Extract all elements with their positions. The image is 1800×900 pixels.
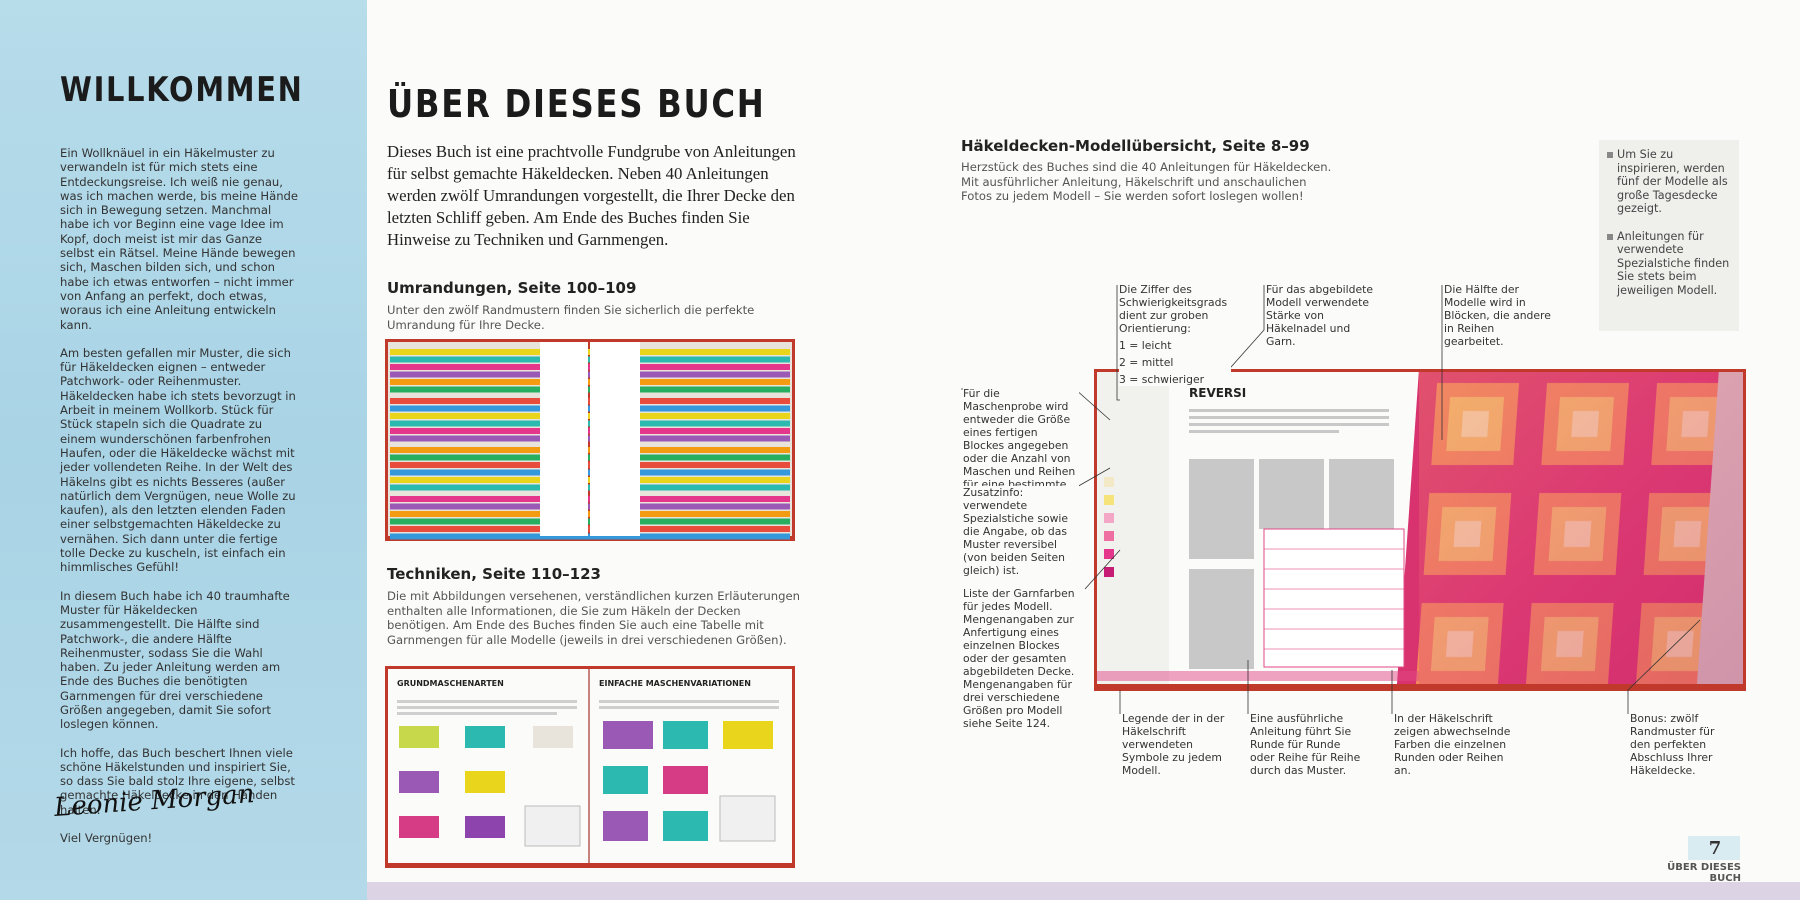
section-text: Unter den zwölf Randmustern finden Sie s… bbox=[387, 303, 755, 332]
welcome-panel bbox=[0, 0, 367, 900]
callout-text: Bonus: zwölf Randmuster für den perfekte… bbox=[1630, 712, 1715, 777]
sidebar-item: Um Sie zu inspirieren, werden fünf der M… bbox=[1607, 148, 1735, 216]
thumbnail-heading: GRUNDMASCHENARTEN bbox=[397, 679, 504, 688]
callout: Die Hälfte der Modelle wird in Blöcken, … bbox=[1444, 283, 1552, 348]
callout-text: Für das abgebildete Modell verwendete St… bbox=[1266, 283, 1374, 348]
techniques-book-image: GRUNDMASCHENARTEN EINFACHE MASCHENVARIAT… bbox=[385, 666, 795, 868]
welcome-paragraph: Viel Vergnügen! bbox=[60, 831, 153, 846]
welcome-title: WILLKOMMEN bbox=[60, 70, 304, 110]
sidebar-box bbox=[1599, 140, 1739, 331]
section-title: ÜBER DIESES BUCH bbox=[387, 82, 766, 126]
bullet bbox=[1607, 152, 1613, 158]
sidebar-text: Um Sie zu inspirieren, werden fünf der M… bbox=[1617, 148, 1728, 215]
welcome-paragraph: In diesem Buch habe ich 40 traumhafte Mu… bbox=[60, 588, 290, 732]
sidebar-text: Anleitungen für verwendete Spezialstiche… bbox=[1617, 229, 1730, 297]
section-heading: Techniken, Seite 110–123 bbox=[387, 565, 601, 583]
callout-text: Zusatzinfo: verwendete Spezialstiche sow… bbox=[963, 486, 1069, 577]
callout-item: 2 = mittel bbox=[1119, 356, 1174, 369]
borders-book-image bbox=[385, 339, 795, 541]
sample-title: REVERSI bbox=[1189, 386, 1246, 400]
sample-spread-image: REVERSI bbox=[1094, 369, 1746, 691]
overview-text: Herzstück des Buches sind die 40 Anleitu… bbox=[961, 160, 1332, 203]
footer-bar bbox=[367, 882, 1800, 900]
callout-text: Eine ausführliche Anleitung führt Sie Ru… bbox=[1250, 712, 1361, 777]
welcome-paragraph: Am besten gefallen mir Muster, die sich … bbox=[60, 345, 296, 575]
welcome-paragraph: Ich hoffe, das Buch beschert Ihnen viele… bbox=[60, 745, 295, 817]
callout: Die Ziffer des Schwierigkeitsgrads dient… bbox=[1119, 283, 1231, 386]
section-heading: Umrandungen, Seite 100–109 bbox=[387, 279, 637, 297]
callout-item: 3 = schwieriger bbox=[1119, 373, 1205, 386]
overview-heading: Häkeldecken-Modellübersicht, Seite 8–99 bbox=[961, 137, 1310, 155]
callout-text: Die Ziffer des Schwierigkeitsgrads dient… bbox=[1119, 283, 1228, 335]
callout: In der Häkelschrift zeigen abwechselnde … bbox=[1394, 712, 1518, 777]
intro-text: Dieses Buch ist eine prachtvolle Fundgru… bbox=[387, 142, 796, 249]
welcome-text: Ein Wollknäuel in ein Häkelmuster zu ver… bbox=[60, 146, 300, 859]
callout-text: In der Häkelschrift zeigen abwechselnde … bbox=[1394, 712, 1511, 777]
sidebar-item: Anleitungen für verwendete Spezialstiche… bbox=[1607, 230, 1735, 298]
thumbnail-heading: EINFACHE MASCHENVARIATIONEN bbox=[599, 679, 751, 688]
callout: Bonus: zwölf Randmuster für den perfekte… bbox=[1630, 712, 1738, 777]
callout: Zusatzinfo: verwendete Spezialstiche sow… bbox=[963, 486, 1079, 577]
callout: Eine ausführliche Anleitung führt Sie Ru… bbox=[1250, 712, 1368, 777]
callout-text: Legende der in der Häkelschrift verwende… bbox=[1122, 712, 1225, 777]
stripe bbox=[390, 533, 790, 540]
sidebar-list: Um Sie zu inspirieren, werden fünf der M… bbox=[1607, 148, 1735, 311]
page-number: 7 bbox=[1708, 838, 1722, 859]
callout-item: 1 = leicht bbox=[1119, 339, 1172, 352]
callout-text: Liste der Garnfarben für jedes Modell. M… bbox=[963, 587, 1075, 730]
page-number-box bbox=[1688, 836, 1740, 860]
welcome-paragraph: Ein Wollknäuel in ein Häkelmuster zu ver… bbox=[60, 146, 299, 332]
callout-text: Die Hälfte der Modelle wird in Blöcken, … bbox=[1444, 283, 1551, 348]
footer-section: ÜBER DIESES BUCH bbox=[1667, 862, 1741, 884]
callout: Legende der in der Häkelschrift verwende… bbox=[1122, 712, 1236, 777]
section-text: Die mit Abbildungen versehenen, verständ… bbox=[387, 589, 800, 647]
callout: Für das abgebildete Modell verwendete St… bbox=[1266, 283, 1378, 348]
bullet bbox=[1607, 233, 1613, 240]
callout: Liste der Garnfarben für jedes Modell. M… bbox=[963, 587, 1079, 730]
